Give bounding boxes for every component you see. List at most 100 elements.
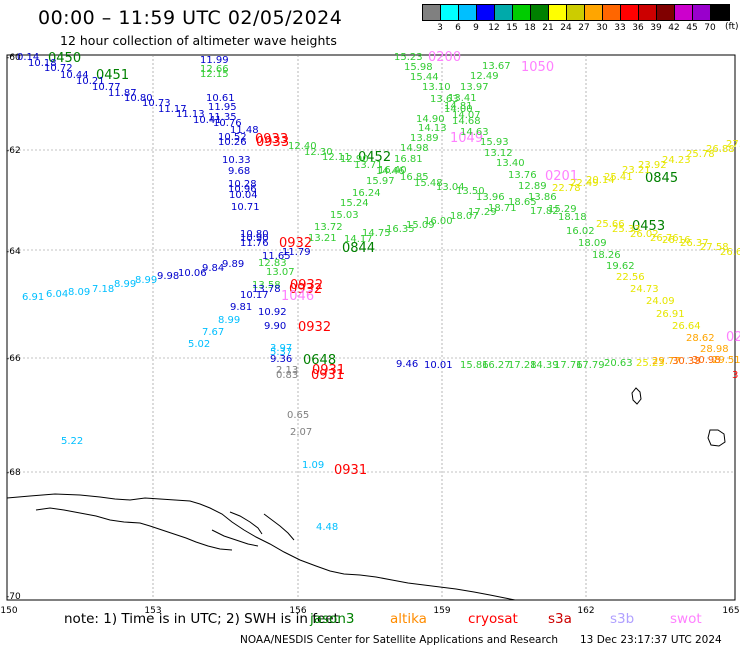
wave-height-label: 9.98 <box>157 271 179 282</box>
wave-height-label: 13.96 <box>476 192 505 203</box>
pass-time-label: 02 <box>726 330 740 345</box>
wave-height-label: 20.63 <box>604 358 633 369</box>
legend-tick-label: 36 <box>632 23 644 33</box>
wave-height-label: 16.02 <box>566 226 595 237</box>
wave-height-label: 26.76 <box>650 233 679 244</box>
wave-height-label: 12.30 <box>304 147 333 158</box>
wave-height-label: 27.0 <box>726 139 740 150</box>
lon-label: 150 <box>0 606 17 616</box>
wave-height-label: 15.24 <box>340 198 369 209</box>
pass-time-label: 0932 <box>279 236 312 251</box>
lat-label: -70 <box>6 592 21 602</box>
wave-height-label: 13.21 <box>308 233 337 244</box>
legend-tick-label: 70 <box>704 23 716 33</box>
wave-height-label: 10.92 <box>258 307 287 318</box>
coastline <box>6 387 726 601</box>
wave-height-label: 10.80 <box>124 93 153 104</box>
wave-height-label: 14.17 <box>344 234 373 245</box>
pass-time-label: 1046 <box>281 289 314 304</box>
wave-height-label: 9.90 <box>264 321 286 332</box>
wave-height-label: 10.04 <box>229 190 258 201</box>
wave-height-label: 12.90 <box>340 154 369 165</box>
wave-height-label: 14.46 <box>376 166 405 177</box>
wave-height-label: 13.10 <box>422 82 451 93</box>
wave-height-label: 10.61 <box>206 93 235 104</box>
wave-height-label: 13.07 <box>266 267 295 278</box>
legend-swatch <box>657 5 675 20</box>
wave-height-label: 10.90 <box>240 233 269 244</box>
wave-height-label: 11.35 <box>208 112 237 123</box>
latitude-labels: -60 -62 -64 -66 -68 -70 <box>6 53 21 602</box>
wave-height-label: 18.09 <box>578 238 607 249</box>
wave-height-label: 10.73 <box>142 98 171 109</box>
wave-height-label: 26.91 <box>656 309 685 320</box>
wave-height-label: 23.92 <box>638 160 667 171</box>
wave-height-label: 11.76 <box>240 238 269 249</box>
wave-height-label: 10.33 <box>222 155 251 166</box>
wave-height-label: 12.66 <box>200 64 229 75</box>
wave-height-label: 5.37 <box>270 347 292 358</box>
legend-swatch <box>495 5 513 20</box>
wave-height-label: 6.04 <box>46 289 68 300</box>
pass-time-label: 0931 <box>334 463 367 478</box>
pass-time-label: 0933 <box>255 132 288 147</box>
wave-height-label: 16.00 <box>424 216 453 227</box>
lon-label: 159 <box>433 606 450 616</box>
wave-height-label: 22.56 <box>616 272 645 283</box>
wave-height-label: 13.58 <box>252 280 281 291</box>
legend-swatch <box>513 5 531 20</box>
wave-height-label: 8.99 <box>114 279 136 290</box>
wave-height-label: 22.49 <box>570 178 599 189</box>
wave-height-label: 14.68 <box>452 116 481 127</box>
wave-height-label: 19.62 <box>606 261 635 272</box>
wave-height-label: 3 <box>732 370 738 381</box>
wave-height-label: 18.65 <box>508 197 537 208</box>
pass-time-label: 0845 <box>645 171 678 186</box>
wave-height-label: 3.97 <box>270 343 292 354</box>
wave-height-label: 14.98 <box>400 143 429 154</box>
wave-height-label: 27.58 <box>700 242 729 253</box>
lat-label: -68 <box>6 468 21 478</box>
graticule <box>7 55 735 600</box>
pass-time-label: 0932 <box>298 320 331 335</box>
wave-height-label: 25.23 <box>636 358 665 369</box>
pass-time-label: 0932 <box>290 278 323 293</box>
wave-height-label: 13.04 <box>436 182 465 193</box>
lon-label: 156 <box>289 606 306 616</box>
wave-height-label: 29.51 <box>712 355 740 366</box>
wave-height-label: 7.67 <box>202 327 224 338</box>
wave-height-label: 24.09 <box>646 296 675 307</box>
pass-time-label: 0201 <box>545 169 578 184</box>
lon-label: 165 <box>722 606 739 616</box>
wave-height-label: 10.44 <box>60 70 89 81</box>
wave-height-label: 24.73 <box>630 284 659 295</box>
lat-label: -64 <box>6 247 21 257</box>
legend-tick-label: 27 <box>578 23 590 33</box>
wave-height-label: 13.40 <box>496 158 525 169</box>
pass-time-label: 0452 <box>358 150 391 165</box>
wave-height-label: 9.89 <box>222 259 244 270</box>
lon-label: 162 <box>577 606 594 616</box>
wave-height-label: 9.46 <box>396 359 418 370</box>
pass-time-label: 0932 <box>289 282 322 297</box>
wave-height-label: 8.99 <box>218 315 240 326</box>
wave-height-label: 12.40 <box>288 141 317 152</box>
wave-height-label: 26.02 <box>630 229 659 240</box>
pass-time-label: 0933 <box>256 135 289 150</box>
wave-height-label: 12.49 <box>470 71 499 82</box>
wave-height-label: 15.93 <box>480 137 509 148</box>
wave-height-label: 18.26 <box>592 250 621 261</box>
wave-height-label: 11.13 <box>176 109 205 120</box>
wave-height-label: 23.21 <box>622 165 651 176</box>
satellite-s3b: s3b <box>610 611 635 627</box>
wave-height-label: 22.78 <box>552 183 581 194</box>
legend-tick-label: 30 <box>596 23 608 33</box>
wave-height-label: 14.75 <box>362 228 391 239</box>
wave-height-label: 15.09 <box>406 220 435 231</box>
pass-time-label: 0453 <box>632 219 665 234</box>
wave-height-label: 14.00 <box>444 104 473 115</box>
wave-height-label: 28.98 <box>700 344 729 355</box>
wave-height-label: 14.07 <box>452 110 481 121</box>
satellite-jason3: jason3 <box>310 611 355 627</box>
